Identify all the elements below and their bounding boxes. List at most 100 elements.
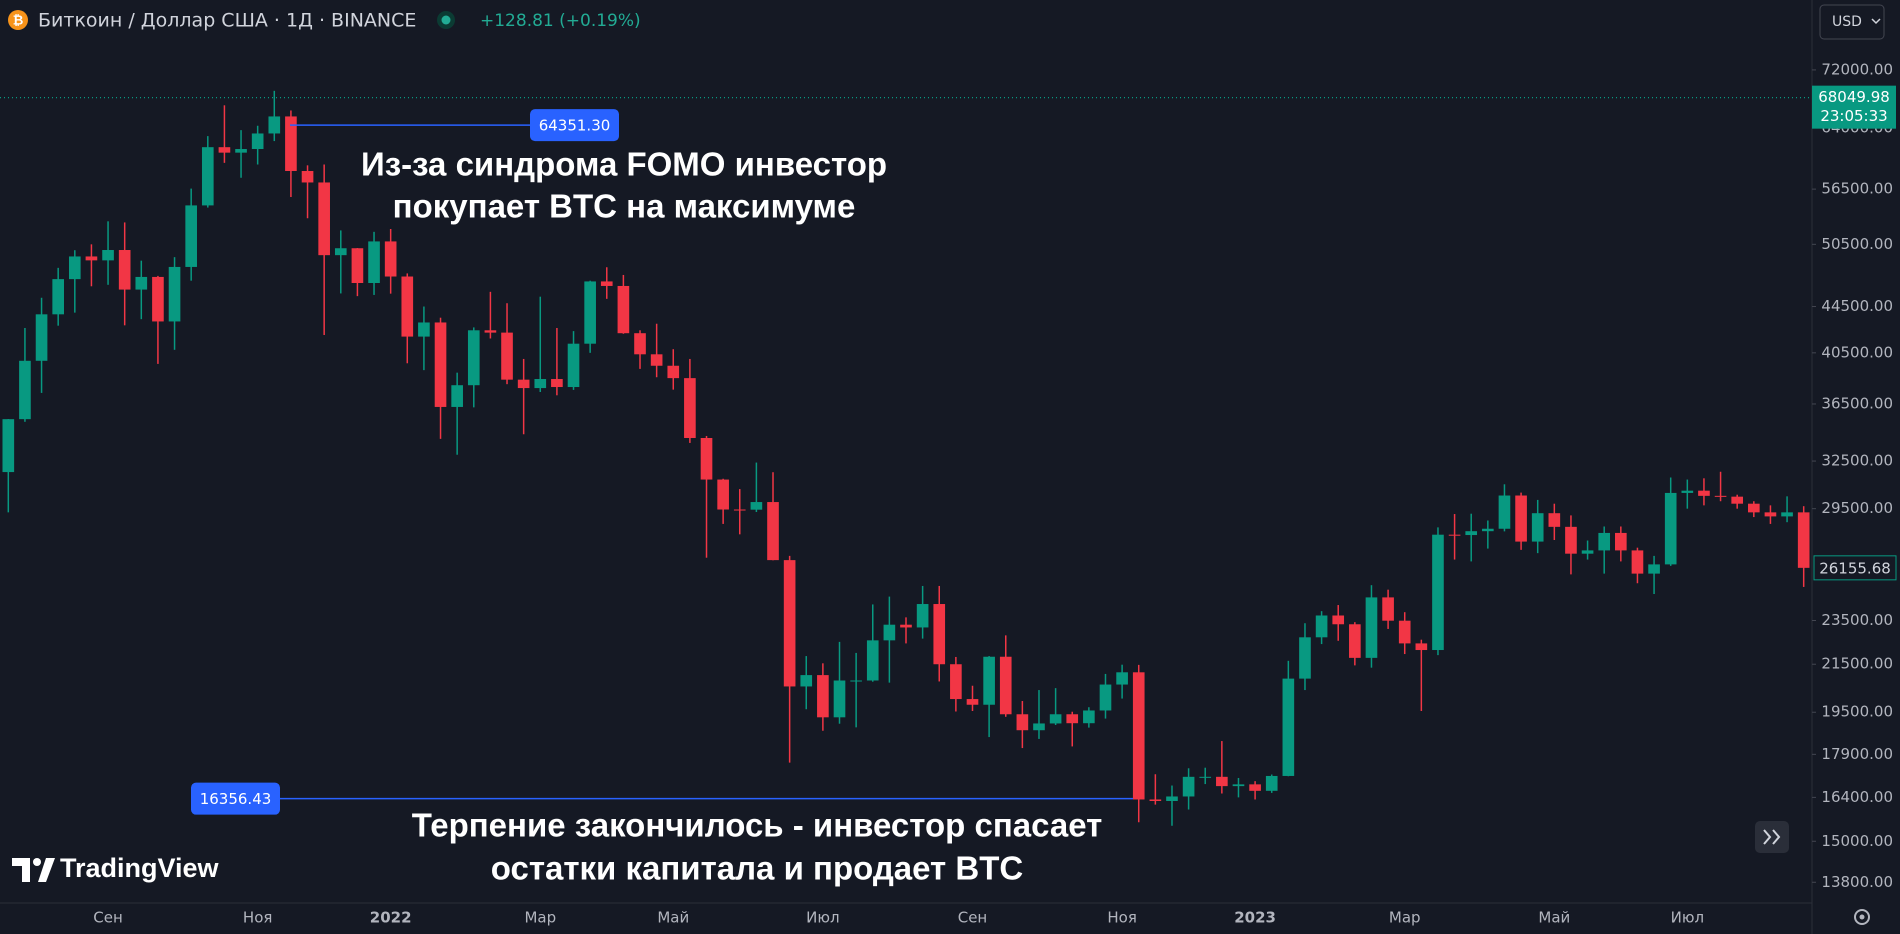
candle-body <box>517 379 530 389</box>
candle-body <box>1166 796 1178 801</box>
candle-body <box>1398 620 1411 644</box>
candle-body <box>883 624 896 641</box>
candle-body <box>1482 528 1494 532</box>
last-price-box <box>1813 555 1897 581</box>
candle-body <box>1315 615 1328 638</box>
candle-body <box>1498 495 1511 529</box>
candle-body <box>767 502 779 561</box>
candle-body <box>368 241 380 284</box>
candle-body <box>168 266 181 322</box>
candle-body <box>1747 503 1760 513</box>
y-tick-label: 16400.00 <box>1821 788 1893 806</box>
currency-label[interactable]: USD <box>1832 14 1862 30</box>
candle-body <box>418 322 430 337</box>
logo: TradingView <box>12 853 220 883</box>
scroll-icon[interactable] <box>1763 829 1781 845</box>
candle-body <box>833 680 846 718</box>
candle-body <box>185 205 197 267</box>
price-label-box <box>1812 85 1896 129</box>
candle-body <box>966 699 979 705</box>
y-tick-label: 21500.00 <box>1821 655 1893 673</box>
y-tick-label: 36500.00 <box>1821 394 1893 412</box>
level-label: 64351.30 <box>539 117 611 135</box>
candle-body <box>1465 531 1478 536</box>
candle-body <box>650 354 663 366</box>
candle-body <box>1199 776 1212 778</box>
candle-body <box>1365 597 1378 658</box>
annotation: Из-за синдрома FOMO инвестор <box>361 146 887 183</box>
candle-body <box>1581 550 1594 554</box>
annotation: остатки капитала и продает BTC <box>491 850 1023 887</box>
candle-body <box>1781 512 1793 517</box>
settings-icon-dot[interactable] <box>1859 914 1865 920</box>
candle-body <box>235 149 247 153</box>
candle-body <box>301 171 314 183</box>
candle-body <box>1631 550 1644 574</box>
last-price-label: 26155.68 <box>1819 559 1891 577</box>
candle-body <box>318 182 330 256</box>
x-tick-label: Июл <box>1671 909 1704 927</box>
candle-body <box>201 147 214 206</box>
candle-body <box>916 604 929 628</box>
settings-icon[interactable] <box>1854 909 1870 925</box>
candle-body <box>850 680 862 682</box>
candle-body <box>733 509 746 511</box>
candle-body <box>1515 495 1527 542</box>
candle-body <box>85 256 98 261</box>
candle-body <box>584 281 596 344</box>
level-label-box <box>530 109 619 142</box>
x-tick-label: 2022 <box>370 909 412 927</box>
candle-body <box>384 241 397 277</box>
candle-body <box>933 604 946 665</box>
candle-body <box>1232 784 1245 787</box>
candle-body <box>1349 624 1361 658</box>
y-tick-label: 17900.00 <box>1821 745 1893 763</box>
y-tick-label: 19500.00 <box>1821 703 1893 721</box>
x-tick-label: Сен <box>93 909 123 927</box>
candle-body <box>1282 678 1295 776</box>
candle-body <box>817 675 829 718</box>
candle-body <box>866 640 879 681</box>
candle-body <box>551 379 563 388</box>
currency-button[interactable] <box>1819 4 1885 40</box>
candle-body <box>1714 495 1727 497</box>
scroll-button[interactable] <box>1755 821 1789 853</box>
candle-body <box>1615 532 1627 551</box>
candle-body <box>983 656 995 705</box>
candle-body <box>1216 776 1228 787</box>
annotation: покупает BTC на максимуме <box>393 188 856 225</box>
candle-body <box>1531 513 1544 542</box>
candle-body <box>1149 799 1162 801</box>
candle-body <box>351 248 364 284</box>
logo-mark <box>12 858 30 882</box>
candle-body <box>700 437 713 480</box>
candle-body <box>1598 532 1611 551</box>
candle-body <box>152 276 164 322</box>
candle-body <box>1299 637 1311 679</box>
candle-body <box>1664 492 1677 565</box>
x-tick-label: Мар <box>1389 909 1421 927</box>
currency-caret <box>1871 18 1881 25</box>
candle-body <box>1182 776 1195 797</box>
status-dot <box>441 15 451 25</box>
candle-body <box>1265 775 1278 791</box>
candle-body <box>950 664 962 700</box>
countdown: 23:05:33 <box>1820 107 1887 125</box>
y-tick-label: 56500.00 <box>1821 180 1893 198</box>
x-tick-label: Май <box>657 909 689 927</box>
y-tick-label: 15000.00 <box>1821 832 1893 850</box>
candle-body <box>1764 512 1777 517</box>
level-label-box <box>191 782 280 815</box>
candle-body <box>434 322 447 407</box>
candle-body <box>1049 714 1062 724</box>
candle-body <box>68 256 81 280</box>
candle-body <box>1066 714 1079 724</box>
candle-body <box>617 285 630 334</box>
x-tick-label: Мар <box>524 909 556 927</box>
candle-body <box>401 276 414 337</box>
y-tick-label: 40500.00 <box>1821 343 1893 361</box>
candle-body <box>501 332 513 380</box>
